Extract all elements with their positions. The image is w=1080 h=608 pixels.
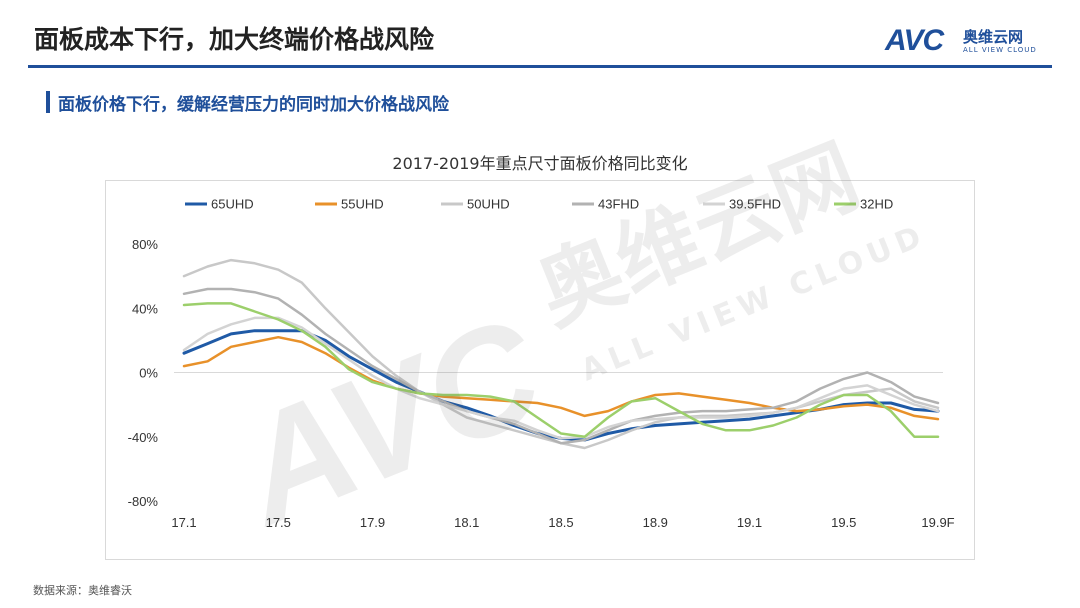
- subtitle-accent-bar: [46, 91, 50, 113]
- avc-logo: AVC 奥维云网 ALL VIEW CLOUD: [885, 22, 1050, 58]
- plot-area: [174, 258, 943, 450]
- logo-cn-text: 奥维云网: [963, 28, 1024, 46]
- series-line-50uhd: [182, 258, 940, 450]
- series-line-55uhd: [182, 335, 940, 421]
- legend-label: 32HD: [860, 197, 893, 212]
- data-source-note: 数据来源：奥维睿沃: [33, 584, 132, 597]
- y-tick-label: -40%: [128, 430, 159, 445]
- logo-mark: AVC: [885, 24, 944, 57]
- legend-label: 50UHD: [467, 197, 510, 212]
- legend-item: 50UHD: [441, 197, 510, 212]
- y-axis: 80% 40% 0% -40% -80%: [128, 237, 159, 509]
- x-tick-label: 17.9: [360, 515, 385, 530]
- legend-item: 55UHD: [315, 197, 384, 212]
- chart-frame: [105, 180, 975, 560]
- x-tick-label: 19.5: [831, 515, 856, 530]
- chart-legend: 65UHD 55UHD 50UHD 43FHD 39.5FHD 32HD: [185, 197, 893, 212]
- y-tick-label: 40%: [132, 301, 158, 316]
- logo-en-text: ALL VIEW CLOUD: [963, 46, 1037, 54]
- header-divider: [28, 65, 1052, 68]
- x-tick-label: 18.9: [643, 515, 668, 530]
- x-tick-label: 19.1: [737, 515, 762, 530]
- legend-item: 32HD: [834, 197, 893, 212]
- series-line-39-5fhd: [182, 316, 940, 440]
- x-tick-label: 18.5: [548, 515, 573, 530]
- page-title: 面板成本下行，加大终端价格战风险: [34, 25, 435, 54]
- y-tick-label: 0%: [139, 366, 158, 381]
- legend-label: 55UHD: [341, 197, 384, 212]
- x-tick-label: 19.9F: [921, 515, 954, 530]
- legend-label: 39.5FHD: [729, 197, 781, 212]
- y-tick-label: -80%: [128, 494, 159, 509]
- section-subtitle: 面板价格下行，缓解经营压力的同时加大价格战风险: [58, 95, 449, 115]
- x-axis: 17.1 17.5 17.9 18.1 18.5 18.9 19.1 19.5 19.9F: [171, 515, 954, 530]
- x-tick-label: 17.1: [171, 515, 196, 530]
- y-tick-label: 80%: [132, 237, 158, 252]
- x-tick-label: 18.1: [454, 515, 479, 530]
- series-line-43fhd: [182, 287, 940, 445]
- legend-item: 43FHD: [572, 197, 639, 212]
- legend-label: 65UHD: [211, 197, 254, 212]
- legend-label: 43FHD: [598, 197, 639, 212]
- chart-title: 2017-2019年重点尺寸面板价格同比变化: [392, 154, 688, 173]
- legend-item: 39.5FHD: [703, 197, 781, 212]
- x-tick-label: 17.5: [266, 515, 291, 530]
- series-line-32hd: [182, 302, 940, 439]
- legend-item: 65UHD: [185, 197, 254, 212]
